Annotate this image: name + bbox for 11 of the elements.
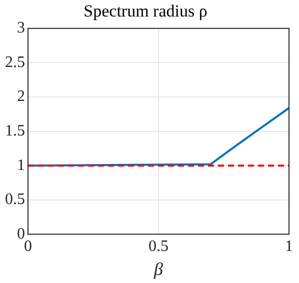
y-tick-label: 0.5	[5, 191, 25, 208]
y-tick-label: 1.5	[5, 122, 25, 140]
x-tick-label: 1	[285, 238, 293, 256]
y-tick-label: 2	[17, 88, 25, 106]
x-tick-label: 0.5	[148, 238, 168, 256]
y-tick-label: 1	[17, 156, 25, 174]
y-tick-label: 3	[17, 20, 25, 37]
y-tick-label: 0	[17, 225, 25, 242]
chart-title: Spectrum radius ρ	[84, 2, 208, 21]
x-axis-title: β	[153, 258, 164, 279]
y-tick-label: 2.5	[5, 54, 25, 71]
